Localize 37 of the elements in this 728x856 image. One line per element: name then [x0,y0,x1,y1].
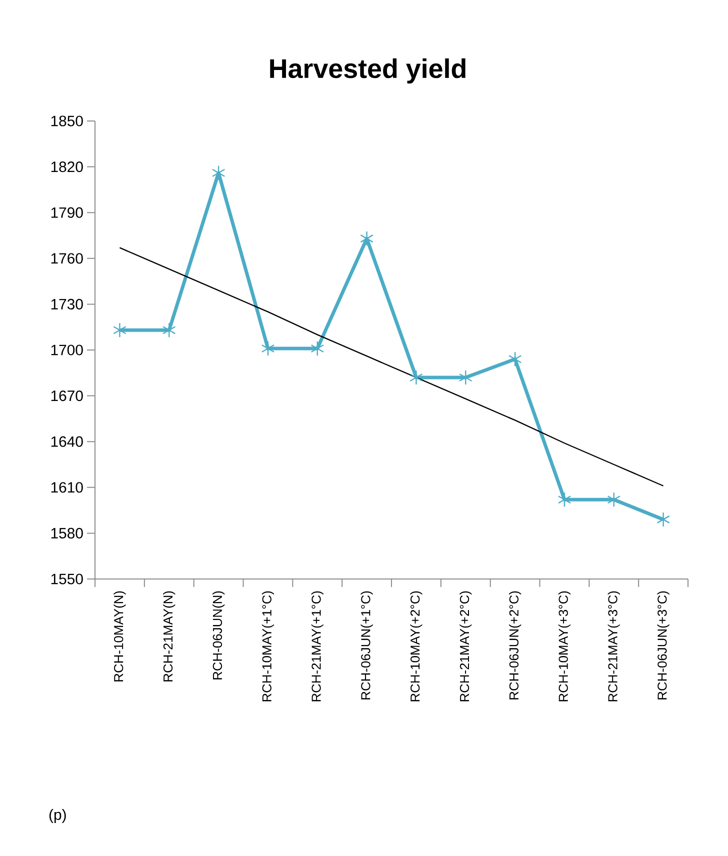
point [458,370,472,386]
point [656,512,670,528]
x-tick-label: RCH-06JUN(+2°C) [509,591,522,700]
x-tick-label: RCH-06JUN(+3°C) [657,591,670,700]
point [212,165,226,180]
point [261,340,275,356]
x-tick-label: RCH-06JUN(N) [212,591,225,680]
x-tick-label: RCH-21MAY(+1°C) [311,591,324,702]
x-tick-label: RCH-10MAY(+3°C) [558,591,570,702]
chart-title: Harvested yield [270,58,466,84]
x-tick-label: RCH-10MAY(+1°C) [262,591,274,702]
y-tick-label: 1820 [51,162,83,172]
text: (p) [49,809,66,823]
y-tick-label: 1700 [51,344,83,356]
y-tick-label: 1550 [51,574,83,584]
y-tick-label: 1850 [51,116,83,126]
y-tick-label: 1670 [51,390,83,402]
x-tick-label: RCH-10MAY(N) [114,591,126,682]
y-tick-label: 1760 [51,253,83,264]
x-tick-label: RCH-21MAY(+3°C) [608,591,620,702]
point [360,230,374,246]
y-tick-label: 1730 [51,298,83,310]
y-tick-label: 1640 [51,436,83,447]
y-tick-label: 1580 [51,528,83,538]
point [607,492,621,508]
y-tick-label: 1610 [51,482,83,493]
x-tick-label: RCH-21MAY(+2°C) [460,591,472,702]
point [310,340,324,356]
x-tick-label: RCH-10MAY(+2°C) [410,591,422,702]
point [162,322,176,338]
point [558,492,572,508]
y-tick-label: 1790 [51,207,83,218]
x-tick-label: RCH-06JUN(+1°C) [360,591,373,700]
point [410,370,423,386]
point [508,352,522,367]
x-tick-label: RCH-21MAY(N) [163,591,176,682]
point [113,322,126,338]
